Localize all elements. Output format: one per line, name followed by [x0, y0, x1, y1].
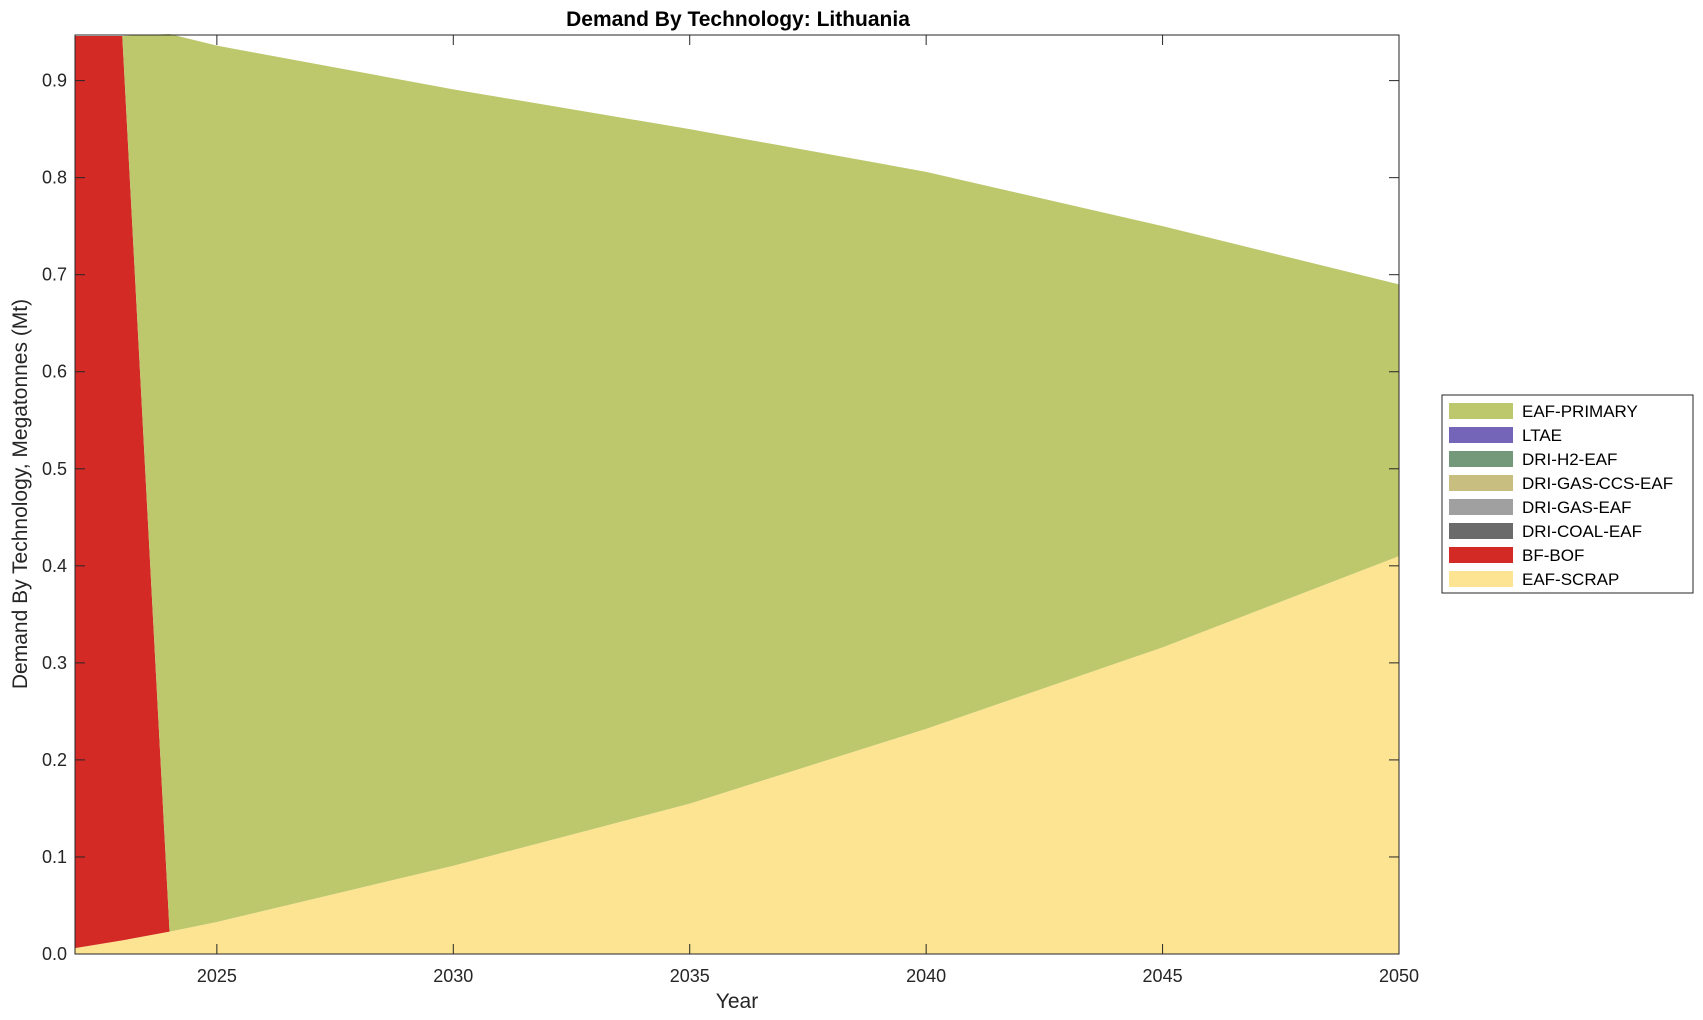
x-tick-label: 2035 — [670, 966, 710, 986]
legend-label: DRI-H2-EAF — [1522, 450, 1617, 469]
axis-ticks: 2025 2030 2035 2040 2045 2050 0.0 0.1 0.2 0.3 0.4 0… — [42, 35, 1419, 986]
x-tick-label: 2050 — [1379, 966, 1419, 986]
legend-swatch — [1449, 475, 1513, 491]
legend-label: EAF-PRIMARY — [1522, 402, 1638, 421]
x-tick-label: 2040 — [906, 966, 946, 986]
legend-label: EAF-SCRAP — [1522, 570, 1619, 589]
y-tick-label: 0.0 — [42, 944, 67, 964]
legend: EAF-PRIMARY LTAE DRI-H2-EAF DRI-GAS-CCS-EAF… — [1441, 394, 1694, 594]
y-tick-label: 0.8 — [42, 168, 67, 188]
y-tick-label: 0.5 — [42, 459, 67, 479]
y-tick-label: 0.2 — [42, 750, 67, 770]
y-axis-title: Demand By Technology, Megatonnes (Mt) — [9, 299, 32, 689]
legend-label: DRI-COAL-EAF — [1522, 522, 1642, 541]
x-tick-label: 2030 — [433, 966, 473, 986]
legend-swatch — [1449, 403, 1513, 419]
legend-label: BF-BOF — [1522, 546, 1584, 565]
legend-label: DRI-GAS-CCS-EAF — [1522, 474, 1673, 493]
stacked-areas — [75, 34, 1399, 954]
area-eaf-scrap — [75, 556, 1399, 954]
y-tick-label: 0.1 — [42, 847, 67, 867]
x-axis-title: Year — [716, 990, 758, 1013]
legend-items: EAF-PRIMARY LTAE DRI-H2-EAF DRI-GAS-CCS-EAF… — [1449, 402, 1673, 589]
y-tick-label: 0.4 — [42, 556, 67, 576]
plot-frame — [74, 34, 1400, 955]
area-eaf-primary — [75, 34, 1399, 932]
legend-label: DRI-GAS-EAF — [1522, 498, 1632, 517]
x-tick-label: 2045 — [1143, 966, 1183, 986]
y-tick-label: 0.3 — [42, 653, 67, 673]
y-tick-label: 0.7 — [42, 265, 67, 285]
legend-swatch — [1449, 571, 1513, 587]
y-tick-label: 0.6 — [42, 362, 67, 382]
legend-swatch — [1449, 451, 1513, 467]
legend-swatch — [1449, 523, 1513, 539]
chart-title: Demand By Technology: Lithuania — [566, 8, 910, 31]
legend-swatch — [1449, 547, 1513, 563]
legend-swatch — [1449, 427, 1513, 443]
y-tick-label: 0.9 — [42, 71, 67, 91]
x-tick-label: 2025 — [197, 966, 237, 986]
legend-label: LTAE — [1522, 426, 1562, 445]
legend-swatch — [1449, 499, 1513, 515]
